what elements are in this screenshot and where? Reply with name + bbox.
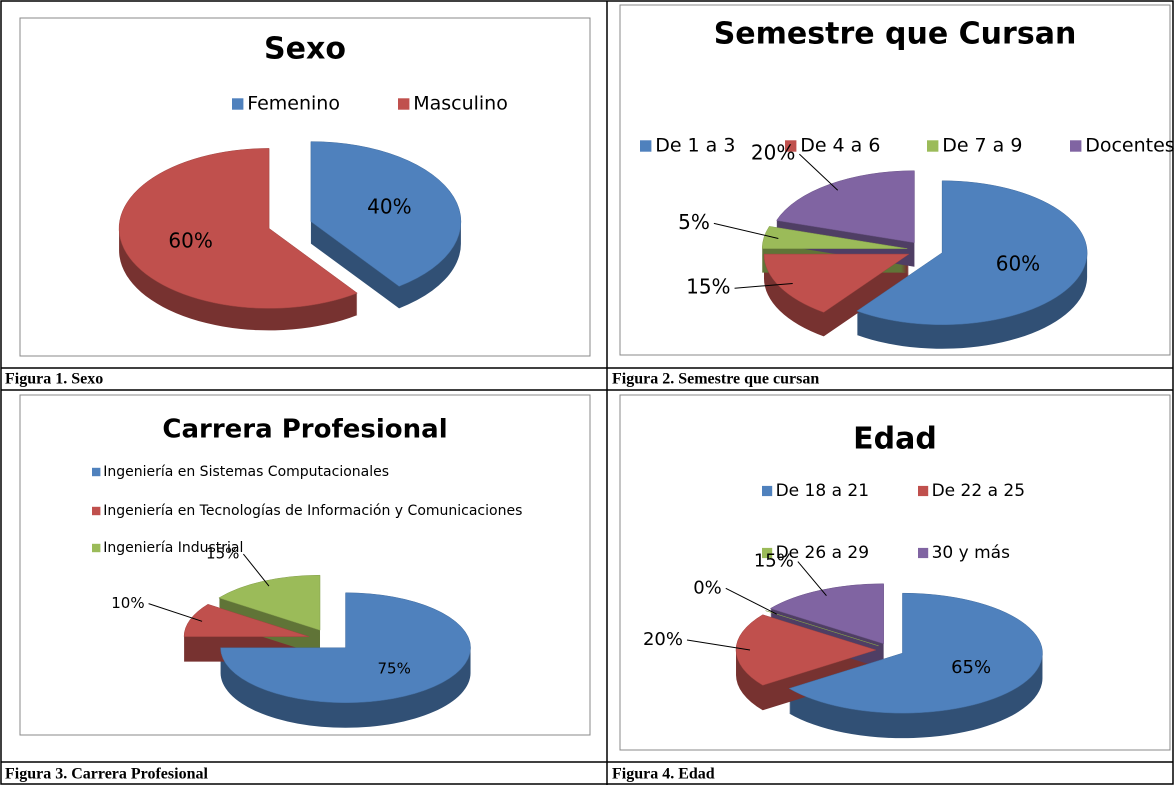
chart-title: Carrera Profesional [162,415,447,445]
legend-swatch [92,506,101,516]
legend-label: 30 y más [932,543,1010,563]
legend-swatch [92,543,101,553]
legend-swatch [762,547,773,559]
chart-title: Edad [853,422,937,457]
legend-swatch [1070,140,1082,152]
caption: Figura 1. Sexo [5,371,103,388]
legend-label: De 4 a 6 [800,135,880,157]
legend-label: De 7 a 9 [942,135,1022,157]
legend-label: De 18 a 21 [776,481,869,501]
slice [118,148,358,309]
data-label: 20% [751,141,795,165]
legend-label: Ingeniería en Tecnologías de Información… [103,503,522,519]
data-label: 0% [693,577,722,598]
chart-frame [619,4,1171,356]
chart-frame [19,394,591,736]
slice [735,614,877,686]
data-label: 65% [951,657,991,678]
legend-swatch [785,140,797,152]
chart-frame [19,17,591,357]
data-label: 5% [678,210,710,234]
caption: Figura 2. Semestre que cursan [612,371,819,388]
leader-line [725,587,777,615]
legend-label: Ingeniería Industrial [103,540,243,556]
slice [769,583,884,645]
legend-swatch [762,485,773,497]
legend-label: Femenino [247,93,340,115]
legend-swatch [927,140,939,152]
slice [856,180,1088,326]
legend-label: Ingeniería en Sistemas Computacionales [103,464,389,480]
slice [763,253,910,313]
legend-swatch [640,140,652,152]
caption: Figura 3. Carrera Profesional [5,766,208,783]
slice [183,604,310,637]
leader-line [797,561,827,596]
legend-label: Docentes [1085,135,1174,157]
legend-label: De 26 a 29 [776,543,869,563]
data-label: 15% [206,545,239,563]
legend-swatch [92,467,101,477]
chart-title: Semestre que Cursan [714,17,1077,52]
chart-frames [19,4,1171,751]
legend-swatch [232,98,244,110]
data-label: 40% [367,195,411,219]
slice [761,226,908,249]
leader-line [799,153,839,191]
slice [788,592,1043,714]
leader-line [734,283,793,289]
slice [218,574,321,631]
leader-line [686,639,751,651]
chart-frame [619,394,1171,751]
data-label: 15% [686,275,730,299]
data-label: 75% [377,660,410,678]
legend-swatch [918,547,929,559]
data-label: 20% [643,629,683,650]
slice [776,170,915,244]
slice [220,592,471,704]
leader-line [713,222,779,239]
data-label: 60% [168,228,212,252]
chart-title: Sexo [264,32,346,67]
data-label: 15% [754,551,794,572]
legend-swatch [398,98,410,110]
legend-label: Masculino [413,93,508,115]
leader-line [243,553,270,587]
slice [310,141,462,287]
legend-label: De 1 a 3 [655,135,735,157]
leader-line [148,603,203,622]
data-label: 60% [996,252,1040,276]
legend-label: De 22 a 25 [932,481,1025,501]
legend-swatch [918,485,929,497]
data-label: 10% [111,594,144,612]
caption: Figura 4. Edad [612,766,715,783]
